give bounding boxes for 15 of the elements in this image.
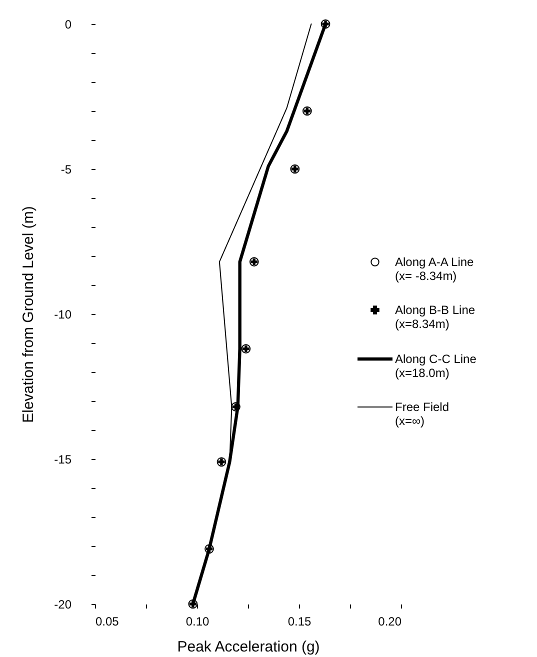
legend-label: Free Field (x=∞) — [395, 400, 450, 428]
x-tick-label: 0.20 — [378, 614, 402, 628]
legend-label: Along C-C Line (x=18.0m) — [395, 352, 477, 380]
y-tick-label: 0 — [64, 18, 72, 32]
legend-label: Along A-A Line (x= -8.34m) — [395, 255, 474, 283]
y-tick-label: -5 — [60, 162, 72, 176]
x-tick-label: 0.15 — [288, 614, 312, 628]
legend-label: Along B-B Line (x=8.34m) — [395, 303, 476, 331]
x-tick-label: 0.05 — [96, 614, 120, 628]
y-tick-label: -15 — [54, 452, 72, 466]
x-axis-title: Peak Acceleration (g) — [177, 638, 320, 656]
y-tick-label: -20 — [54, 598, 72, 612]
y-axis-title: Elevation from Ground Level (m) — [20, 206, 38, 423]
y-tick-label: -10 — [54, 308, 72, 322]
x-tick-label: 0.10 — [186, 614, 210, 628]
